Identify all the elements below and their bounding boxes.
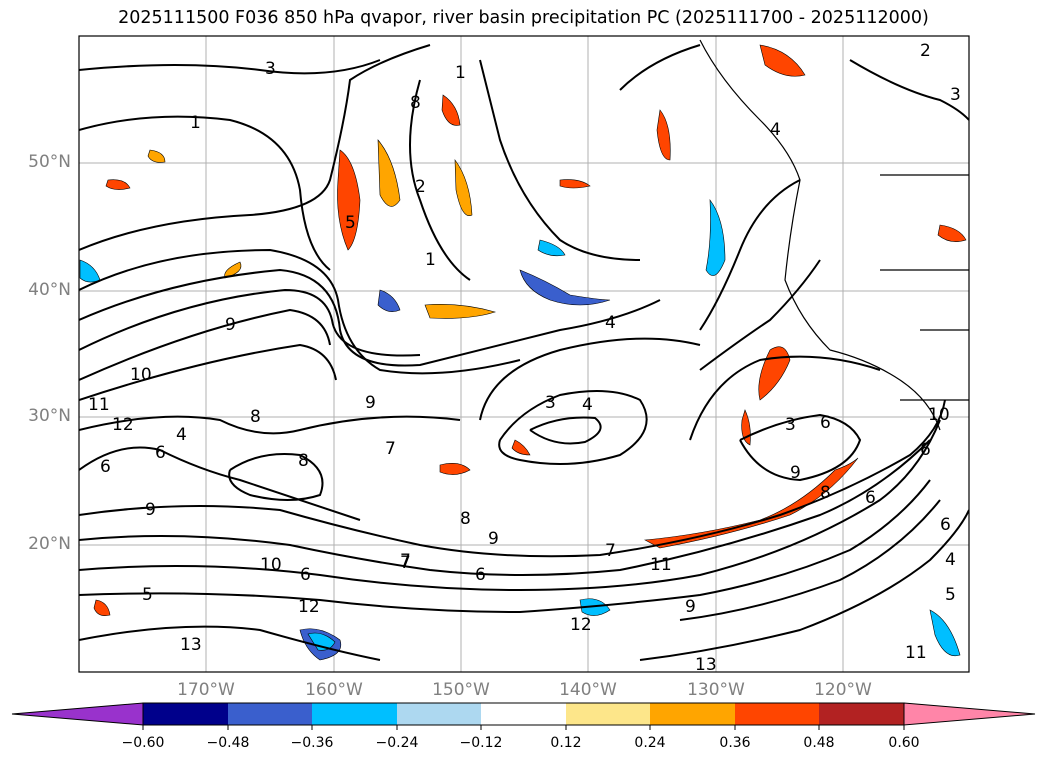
contour-label: 5 bbox=[345, 213, 356, 233]
contour-label: 6 bbox=[300, 565, 311, 585]
contour-label: 6 bbox=[865, 488, 876, 508]
lon-label: 160°W bbox=[305, 680, 363, 700]
contour-label: 10 bbox=[928, 405, 950, 425]
contour-label: 9 bbox=[225, 315, 236, 335]
colorbar-tick-label: −0.60 bbox=[121, 735, 165, 751]
qvapor-contours bbox=[79, 44, 969, 661]
contour-label: 6 bbox=[475, 565, 486, 585]
contour-label: 3 bbox=[265, 59, 276, 79]
contour-label: 13 bbox=[180, 635, 202, 655]
coastlines bbox=[699, 39, 969, 431]
contour-label: 8 bbox=[820, 483, 831, 503]
contour-label: 9 bbox=[790, 463, 801, 483]
contour-label: 8 bbox=[298, 451, 309, 471]
contour-label: 4 bbox=[945, 550, 956, 570]
contour-label: 8 bbox=[410, 93, 421, 113]
contour-label: 3 bbox=[785, 415, 796, 435]
colorbar-swatch bbox=[397, 703, 481, 725]
contour-label: 9 bbox=[685, 597, 696, 617]
figure-title: 2025111500 F036 850 hPa qvapor, river ba… bbox=[118, 8, 929, 28]
colorbar-tick-label: 0.24 bbox=[634, 735, 666, 751]
contour-label: 4 bbox=[770, 120, 781, 140]
contour-label: 12 bbox=[112, 415, 134, 435]
colorbar-tick-label: 0.36 bbox=[719, 735, 751, 751]
lat-label: 50°N bbox=[28, 152, 71, 172]
contour-label: 11 bbox=[905, 643, 927, 663]
precip-anomaly-shading bbox=[79, 44, 967, 661]
colorbar-swatch bbox=[566, 703, 650, 725]
contour-label: 10 bbox=[260, 555, 282, 575]
colorbar-swatch bbox=[819, 703, 904, 725]
colorbar-tick-label: 0.12 bbox=[550, 735, 582, 751]
contour-label: 8 bbox=[250, 407, 261, 427]
lon-label: 150°W bbox=[432, 680, 490, 700]
colorbar bbox=[11, 702, 1036, 730]
colorbar-swatch bbox=[228, 703, 312, 725]
contour-label: 7 bbox=[605, 541, 616, 561]
lon-label: 170°W bbox=[177, 680, 235, 700]
contour-label: 6 bbox=[820, 413, 831, 433]
colorbar-swatch bbox=[481, 703, 566, 725]
contour-label: 9 bbox=[365, 393, 376, 413]
colorbar-tick-label: 0.48 bbox=[803, 735, 835, 751]
contour-label: 1 bbox=[190, 113, 201, 133]
lon-label: 130°W bbox=[687, 680, 745, 700]
lat-label: 20°N bbox=[28, 534, 71, 554]
colorbar-tick-label: −0.24 bbox=[375, 735, 419, 751]
contour-label: 8 bbox=[460, 509, 471, 529]
colorbar-swatch bbox=[312, 703, 397, 725]
contour-labels: 3 1 8 2 1 2 3 4 4 5 1 9 10 11 12 8 6 4 3… bbox=[88, 41, 961, 675]
lon-label: 140°W bbox=[559, 680, 617, 700]
contour-label: 10 bbox=[130, 365, 152, 385]
contour-label: 9 bbox=[488, 529, 499, 549]
contour-label: 5 bbox=[945, 585, 956, 605]
contour-label: 4 bbox=[605, 313, 616, 333]
colorbar-tick-label: −0.48 bbox=[206, 735, 250, 751]
contour-label: 6 bbox=[940, 515, 951, 535]
colorbar-max-extension bbox=[903, 702, 1036, 726]
contour-label: 7 bbox=[385, 439, 396, 459]
contour-label: 2 bbox=[920, 41, 931, 61]
contour-label: 1 bbox=[455, 63, 466, 83]
contour-label: 7 bbox=[400, 553, 411, 573]
contour-label: 7 bbox=[400, 551, 411, 571]
contour-label: 1 bbox=[425, 250, 436, 270]
colorbar-frame bbox=[142, 702, 905, 726]
lon-label: 120°W bbox=[814, 680, 872, 700]
contour-label: 12 bbox=[298, 597, 320, 617]
map-plot-area: 3 1 8 2 1 2 3 4 4 5 1 9 10 11 12 8 6 4 3… bbox=[79, 36, 969, 675]
lat-label: 30°N bbox=[28, 406, 71, 426]
lat-label: 40°N bbox=[28, 280, 71, 300]
contour-label: 11 bbox=[650, 555, 672, 575]
contour-label: 3 bbox=[950, 85, 961, 105]
map-frame bbox=[78, 35, 970, 673]
contour-label: 4 bbox=[176, 425, 187, 445]
contour-label: 6 bbox=[920, 440, 931, 460]
contour-label: 5 bbox=[142, 585, 153, 605]
contour-label: 6 bbox=[100, 457, 111, 477]
colorbar-tick-label: 0.60 bbox=[888, 735, 920, 751]
colorbar-tick-label: −0.36 bbox=[290, 735, 334, 751]
colorbar-swatch bbox=[735, 703, 819, 725]
contour-label: 9 bbox=[145, 500, 156, 520]
colorbar-swatch bbox=[650, 703, 735, 725]
contour-label: 6 bbox=[155, 443, 166, 463]
contour-label: 2 bbox=[415, 177, 426, 197]
contour-label: 13 bbox=[695, 655, 717, 675]
contour-label: 3 bbox=[545, 393, 556, 413]
contour-label: 4 bbox=[582, 395, 593, 415]
colorbar-swatch bbox=[143, 703, 228, 725]
colorbar-tick-label: −0.12 bbox=[459, 735, 503, 751]
contour-label: 11 bbox=[88, 395, 110, 415]
colorbar-min-extension bbox=[11, 702, 144, 726]
contour-label: 12 bbox=[570, 615, 592, 635]
